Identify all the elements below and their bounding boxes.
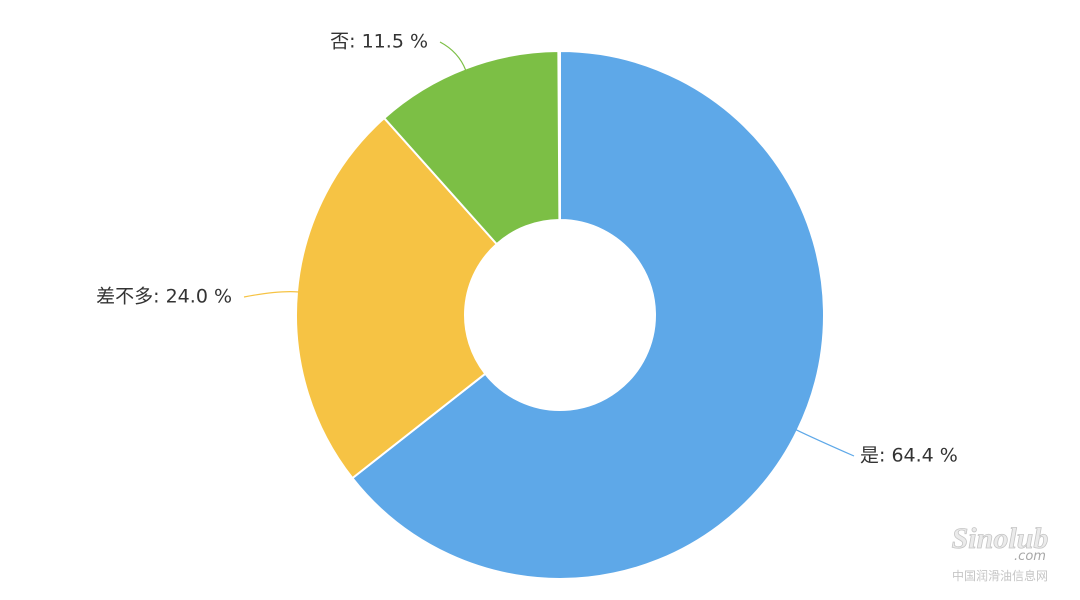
slice-label: 否: 11.5 % (330, 31, 428, 53)
leader-line (243, 291, 300, 298)
watermark-brand: Sinolub (952, 522, 1049, 555)
leader-line (439, 41, 467, 71)
donut-slice (382, 49, 561, 246)
watermark-domain: .com (1014, 549, 1046, 564)
leader-line (795, 428, 855, 457)
donut-slice (295, 116, 499, 480)
slice-label: 是: 64.4 % (860, 445, 958, 467)
watermark-site: 中国润滑油信息网 (952, 568, 1048, 583)
watermark: Sinolub .com 中国润滑油信息网 (951, 522, 1049, 583)
donut-slice (351, 49, 825, 580)
slice-label: 差不多: 24.0 % (96, 286, 232, 308)
